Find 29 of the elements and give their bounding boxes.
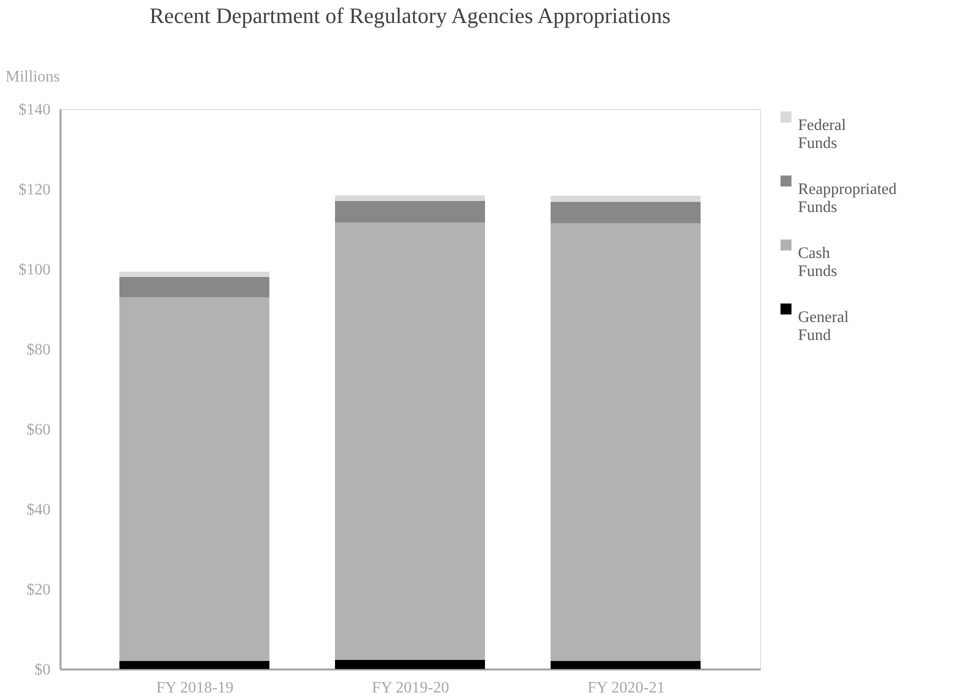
y-tick-label: $80 bbox=[26, 342, 50, 358]
y-tick-label: $40 bbox=[26, 502, 50, 518]
bar bbox=[550, 223, 701, 661]
y-tick-label: $140 bbox=[18, 102, 50, 118]
bar bbox=[119, 661, 270, 669]
chart-title: Recent Department of Regulatory Agencies Appropriations bbox=[149, 3, 671, 28]
bar bbox=[335, 195, 485, 201]
bar bbox=[550, 661, 701, 669]
y-tick-label: $100 bbox=[18, 262, 50, 278]
y-tick-label: $60 bbox=[26, 422, 50, 438]
bar bbox=[335, 222, 485, 660]
legend-label: Reappropriated Funds bbox=[798, 181, 897, 216]
bar bbox=[335, 201, 485, 223]
y-axis-title: Millions bbox=[6, 68, 60, 86]
legend-label: General Fund bbox=[798, 309, 850, 344]
bar bbox=[550, 202, 701, 224]
legend-label: Federal Funds bbox=[798, 117, 847, 152]
bar bbox=[335, 660, 485, 669]
x-tick-label: FY 2020-21 bbox=[588, 680, 665, 696]
legend-label: Cash Funds bbox=[798, 245, 838, 280]
bar bbox=[550, 196, 701, 202]
x-tick-label: FY 2019-20 bbox=[372, 680, 450, 696]
bar bbox=[119, 297, 270, 661]
y-tick-label: $0 bbox=[34, 662, 50, 678]
y-tick-label: $120 bbox=[18, 182, 50, 198]
bar bbox=[119, 277, 270, 298]
y-tick-label: $20 bbox=[26, 582, 50, 598]
x-tick-label: FY 2018-19 bbox=[156, 680, 234, 696]
bar bbox=[119, 272, 270, 277]
